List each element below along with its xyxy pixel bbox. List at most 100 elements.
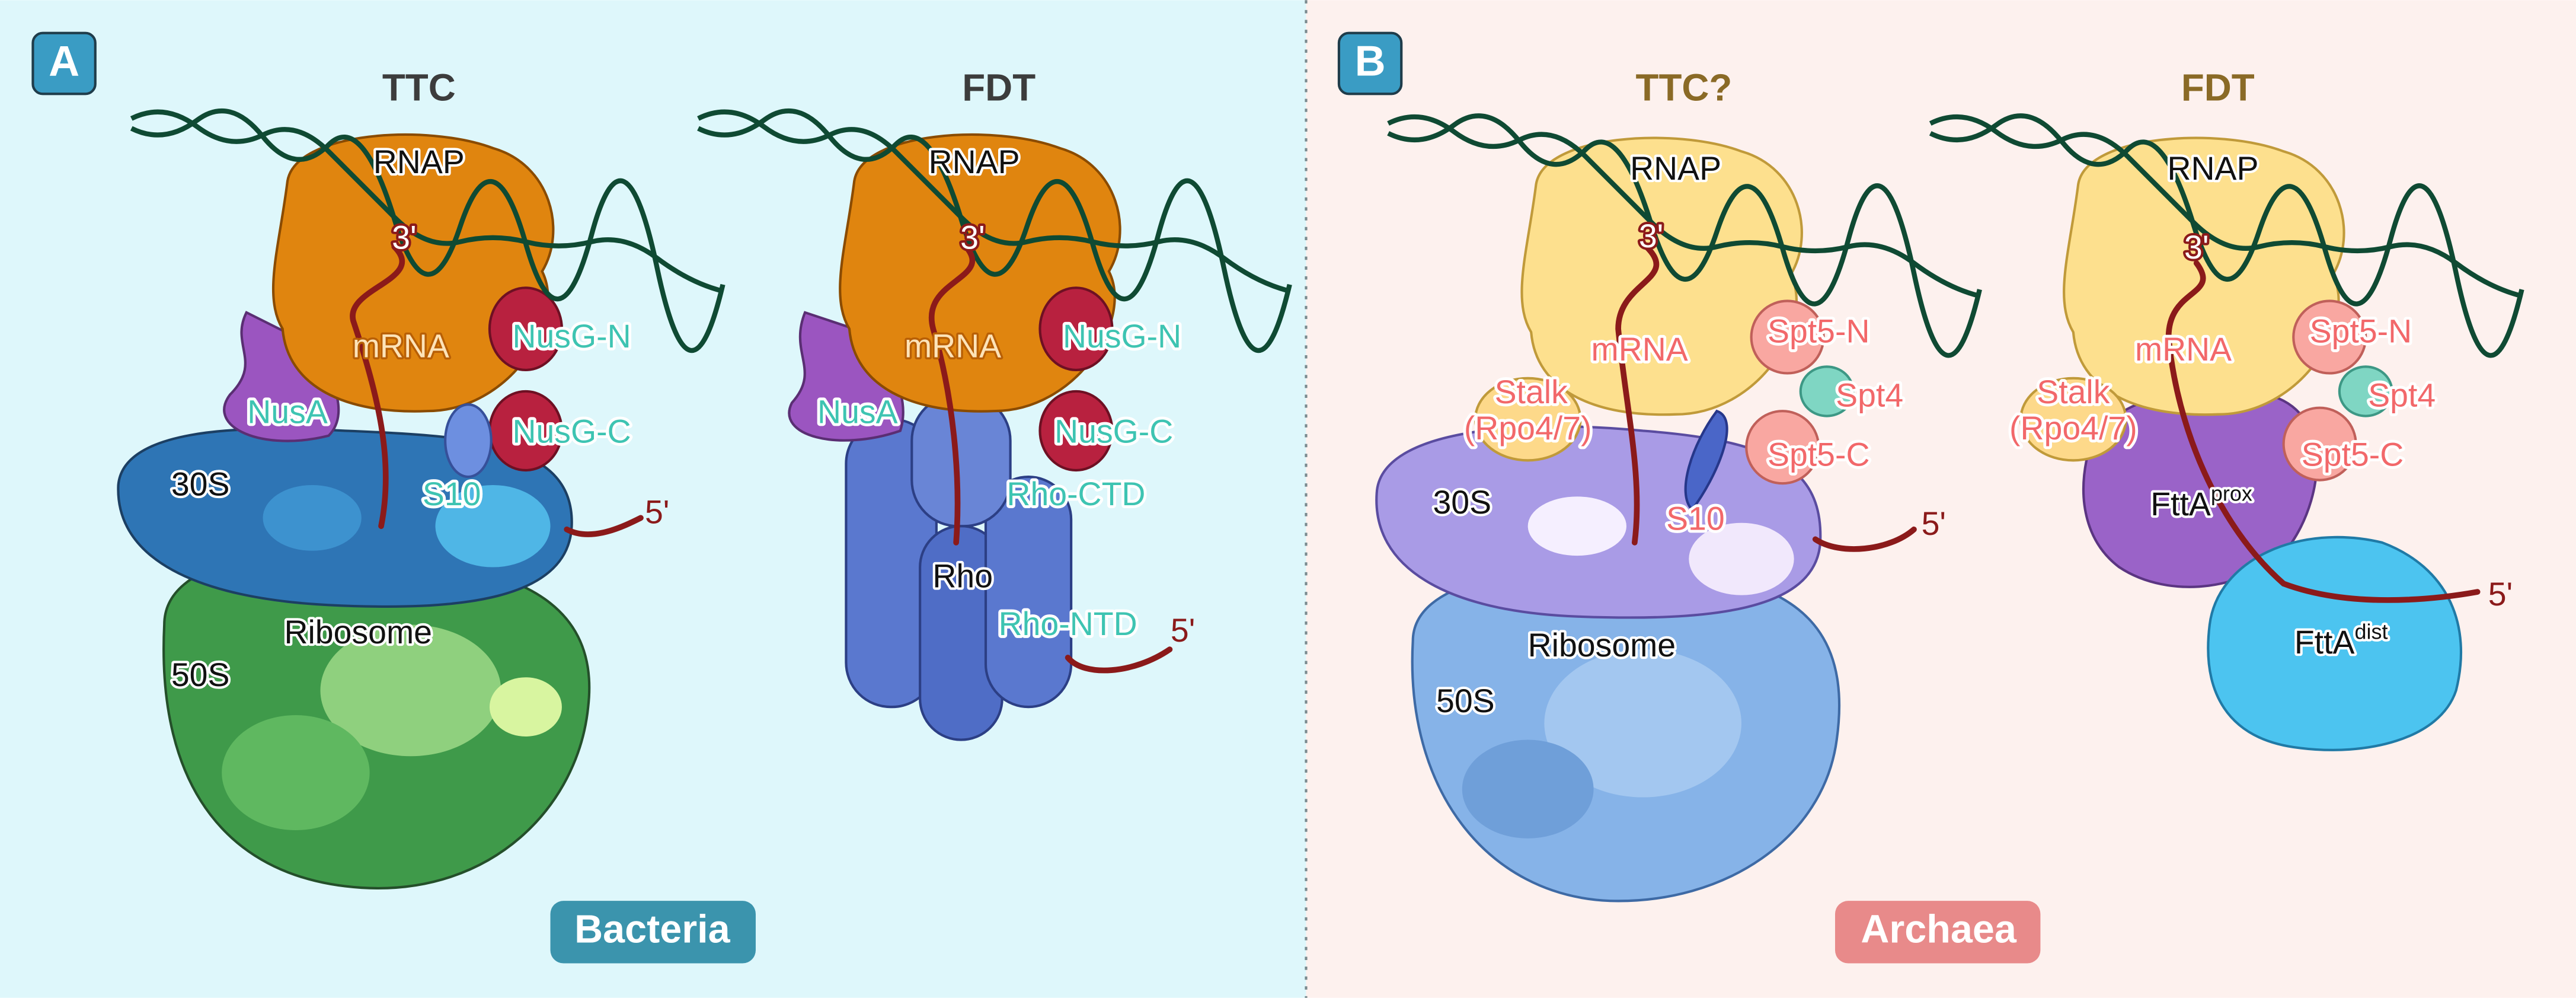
blob (1544, 649, 1741, 798)
label: 30S (171, 465, 230, 502)
ribosome-50s (1411, 567, 1841, 903)
label: RNAP (373, 144, 465, 180)
label: NusG-C (512, 413, 631, 450)
ttc-archaea: RNAP 3' mRNA Stalk (Rpo4/7) Spt5-N Spt4 … (1375, 113, 1982, 903)
stalk (1474, 377, 1582, 462)
label: S10 (1666, 500, 1725, 537)
label: 3' (392, 219, 416, 256)
blob (435, 484, 551, 567)
group-badge (550, 901, 756, 964)
label: mRNA (353, 328, 449, 365)
label: RNAP (929, 144, 1020, 180)
label: mRNA (2135, 331, 2232, 368)
rho (845, 393, 1073, 741)
label-text: FttA (2150, 486, 2211, 522)
label: Stalk (1495, 374, 1568, 410)
blob (1689, 522, 1794, 595)
blob (1527, 496, 1626, 556)
fdt-bacteria: RNAP 3' mRNA NusA NusG-N NusG-C Rho-CTD … (697, 109, 1292, 741)
mrna (1065, 646, 1173, 674)
letter-box (1337, 31, 1403, 95)
nusg-n (1038, 286, 1114, 372)
spt5-n (2292, 299, 2367, 375)
dna (1929, 114, 2523, 299)
ttc-bacteria: RNAP 3' mRNA NusA NusG-N NusG-C 30S S10 … (117, 109, 726, 889)
dna (697, 109, 1292, 353)
blob (222, 715, 370, 830)
label: Spt5-C (1768, 436, 1870, 473)
label: NusG-C (1054, 413, 1173, 450)
label: NusA (817, 393, 898, 430)
ftta-dist (2207, 535, 2463, 751)
label: Spt5-N (1768, 313, 1870, 350)
blob (263, 484, 362, 551)
label: Rho-NTD (999, 605, 1137, 642)
label: 50S (171, 656, 230, 693)
rho-subunit (910, 393, 1012, 528)
dna (1929, 113, 2524, 358)
label: Stalk (2037, 374, 2110, 410)
panel-letter: A (49, 37, 79, 85)
label: Spt5-C (2302, 436, 2404, 473)
label: 30S (1433, 484, 1491, 521)
label: 3' (1639, 218, 1663, 254)
label: 5' (645, 493, 669, 530)
label: 5' (1922, 505, 1946, 542)
label-superscript: prox (2211, 481, 2252, 505)
s10 (444, 403, 493, 479)
label: Spt4 (2368, 377, 2436, 414)
spt4 (2338, 365, 2393, 417)
spt5-n (1750, 299, 1825, 375)
blob (489, 677, 562, 737)
diagram-title: FDT (2181, 66, 2255, 109)
label-superscript: dist (2354, 619, 2388, 643)
label: 3' (2184, 229, 2209, 266)
blob (1462, 739, 1594, 838)
label: 5' (1171, 612, 1195, 649)
spt5-c (1745, 410, 1820, 485)
label: NusA (247, 393, 328, 430)
blob (320, 624, 501, 757)
nusg-c (1038, 390, 1114, 472)
letter-box (31, 31, 97, 95)
ribosome-50s (162, 551, 591, 889)
nusg-n (488, 286, 563, 372)
label: S10 (423, 476, 481, 512)
label-text: FttA (2294, 623, 2355, 660)
mrna (564, 515, 644, 537)
label: mRNA (905, 328, 1001, 365)
label: FttAprox (2150, 481, 2252, 522)
label: Ribosome (1528, 627, 1676, 664)
mrna (2165, 260, 2481, 603)
label: Spt4 (1836, 377, 1903, 414)
diagram-title: FDT (962, 66, 1035, 109)
label: FttAdist (2294, 619, 2388, 661)
label: 5' (2488, 576, 2513, 613)
label: NusG-N (512, 318, 631, 355)
group-badge (1834, 901, 2041, 964)
dna (1387, 114, 1980, 299)
label: Rho (932, 558, 993, 595)
group-label: Bacteria (574, 907, 731, 951)
label: Spt5-N (2310, 313, 2412, 350)
dna (697, 109, 1290, 294)
dna (1387, 113, 1982, 358)
s10 (1684, 409, 1728, 512)
fdt-archaea: RNAP 3' mRNA Stalk (Rpo4/7) Spt5-N Spt4 … (1929, 113, 2524, 751)
mrna (1615, 240, 1660, 546)
label: mRNA (1591, 331, 1688, 368)
label: (Rpo4/7) (1464, 410, 1592, 447)
label: NusG-N (1063, 318, 1181, 355)
dna (130, 109, 726, 353)
rho-subunit (984, 476, 1073, 709)
label: RNAP (2167, 150, 2258, 187)
label: Rho-CTD (1006, 476, 1145, 512)
spt4 (1799, 365, 1855, 417)
label: 3' (960, 219, 985, 256)
label: (Rpo4/7) (2009, 410, 2137, 447)
spt5-c (2282, 406, 2357, 482)
panel-letter: B (1355, 37, 1386, 85)
mrna (350, 244, 405, 530)
